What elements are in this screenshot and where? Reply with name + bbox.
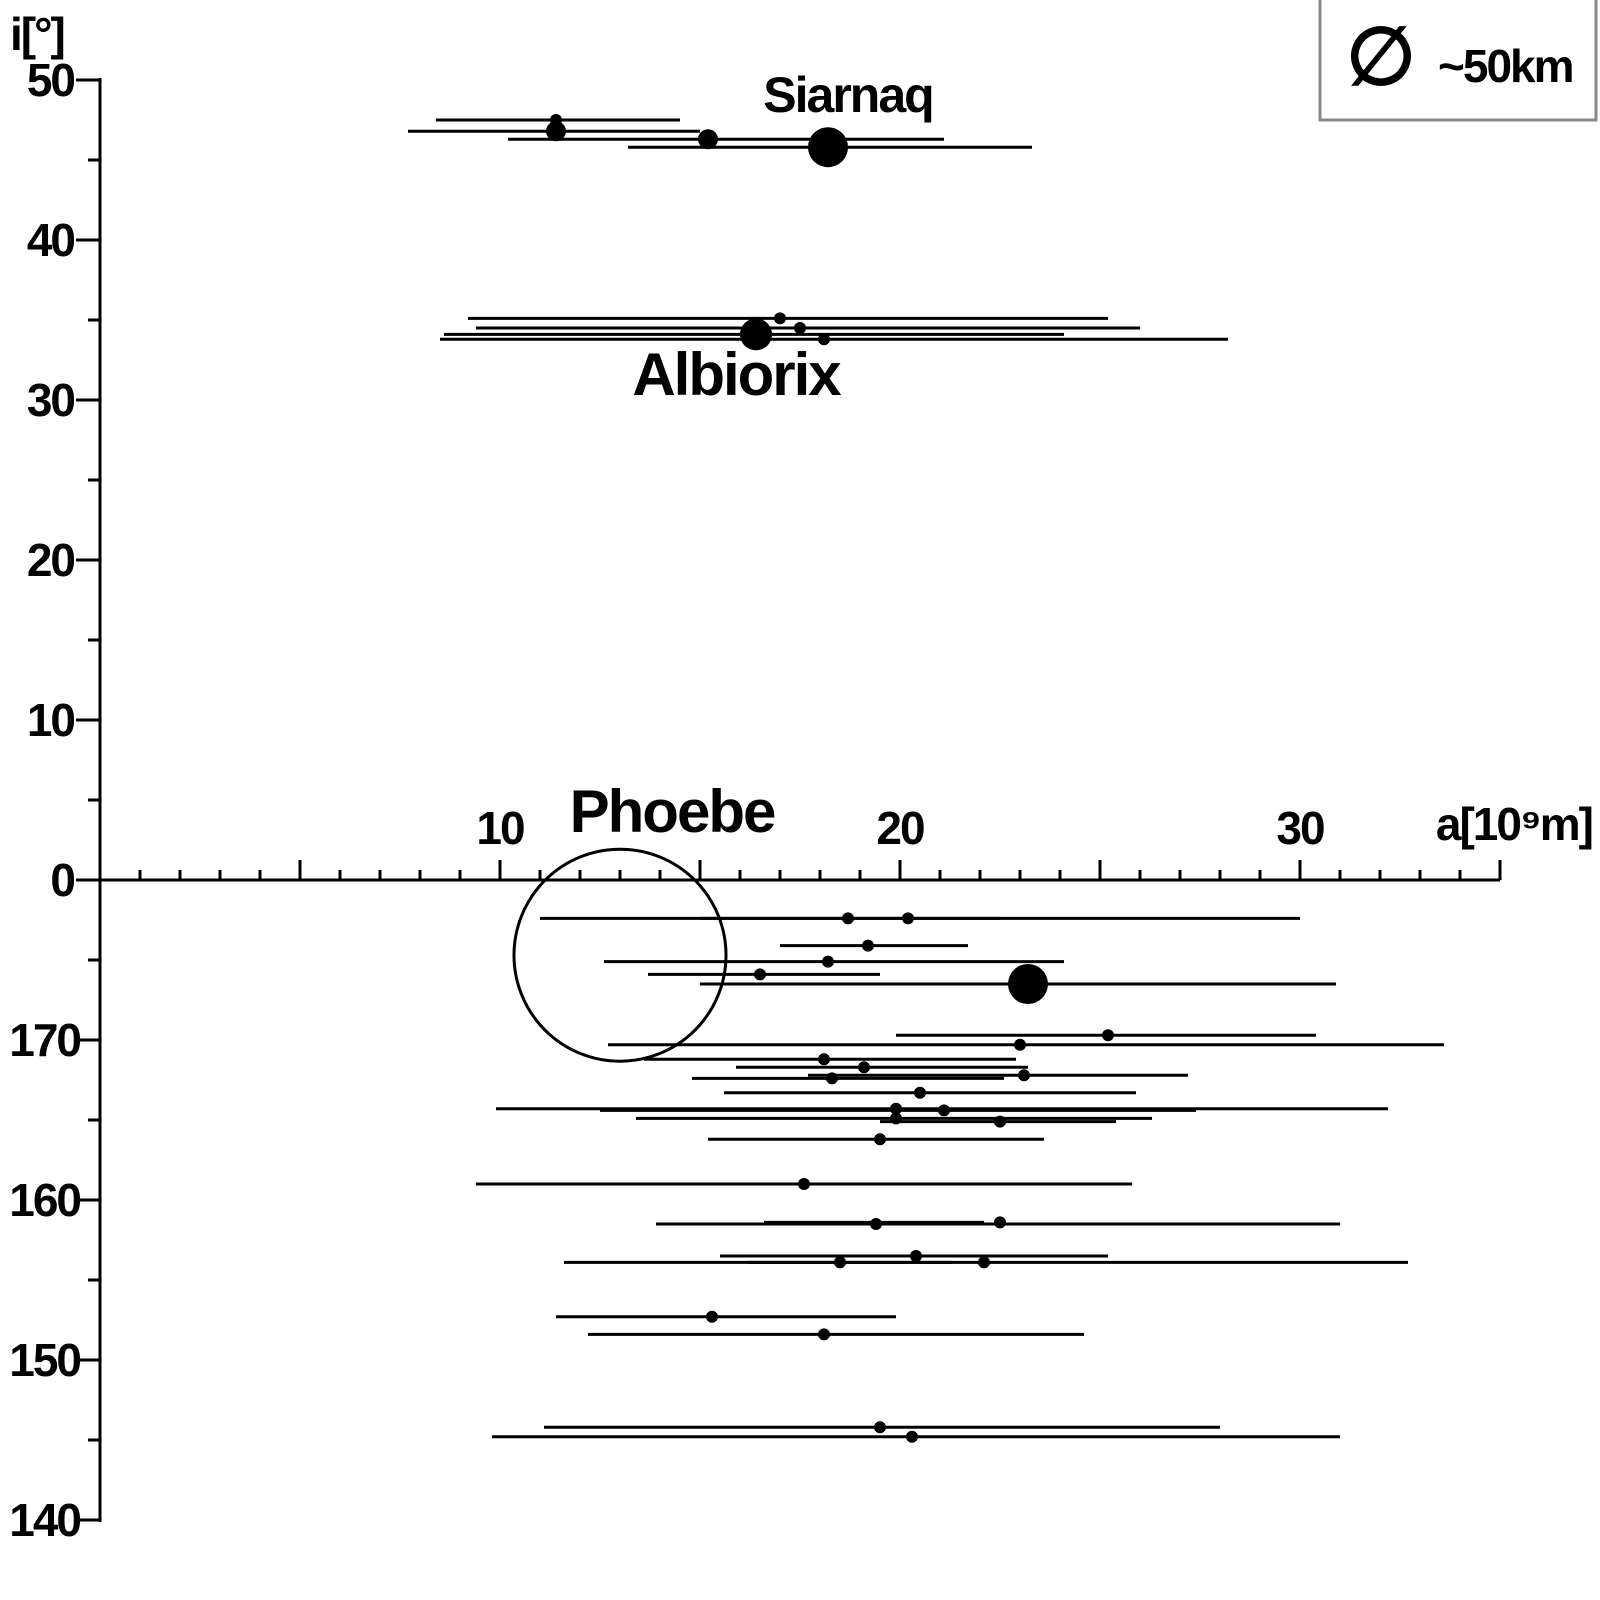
prograde-moon-point <box>794 322 806 334</box>
legend: ∅ ~50km <box>1318 0 1598 122</box>
retrograde-moon-point <box>818 1053 830 1066</box>
x-tick-label: 20 <box>876 802 924 854</box>
retrograde-moon-point <box>874 1421 886 1434</box>
retrograde-moon-point <box>890 1112 902 1125</box>
retrograde-moon-point <box>1008 964 1048 1004</box>
retrograde-moon-point <box>874 1133 886 1146</box>
annotation-albiorix: Albiorix <box>632 341 841 408</box>
retrograde-moon-point <box>842 912 854 925</box>
retrograde-moon-point <box>890 1102 902 1115</box>
retrograde-moon-point <box>938 1104 950 1117</box>
y-tick-label: 20 <box>27 534 75 586</box>
retrograde-moon-point <box>978 1256 990 1269</box>
prograde-moon-point <box>818 333 830 346</box>
retrograde-moon-point <box>1014 1038 1026 1051</box>
retrograde-moon-point <box>1018 1069 1030 1082</box>
retrograde-moon-point <box>822 955 834 968</box>
retrograde-moon-point <box>706 1310 718 1323</box>
retrograde-moon-point <box>1102 1029 1114 1042</box>
retrograde-moon-point <box>870 1218 882 1230</box>
x-tick-label: 10 <box>476 802 524 854</box>
x-axis-ticks: 10 20 30 <box>138 802 1502 880</box>
retrograde-moon-point <box>910 1250 922 1262</box>
prograde-moon-point <box>546 121 566 142</box>
y-tick-label: 170 <box>9 1014 80 1066</box>
y-tick-label: 40 <box>27 214 75 266</box>
retrograde-moon-point <box>906 1430 918 1443</box>
y-tick-label: 150 <box>9 1334 80 1386</box>
annotation-siarnaq: Siarnaq <box>763 67 932 123</box>
retrograde-moon-point <box>914 1086 926 1099</box>
moon-points <box>546 114 1114 1443</box>
orbit-ranges <box>408 118 1444 1439</box>
x-axis-label: a[10⁹m] <box>1436 798 1592 850</box>
retrograde-moon-point <box>994 1216 1006 1229</box>
retrograde-moon-point <box>834 1256 846 1269</box>
legend-label: ~50km <box>1438 40 1573 92</box>
retrograde-moon-point <box>862 939 874 952</box>
retrograde-moon-point <box>798 1178 810 1190</box>
retrograde-moon-point <box>754 968 766 981</box>
x-tick-label: 30 <box>1276 802 1324 854</box>
legend-box <box>1318 0 1598 122</box>
retrograde-moon-point <box>902 912 914 925</box>
prograde-moon-point <box>698 129 718 150</box>
legend-diameter-icon: ∅ <box>1346 12 1414 101</box>
prograde-moon-point <box>808 127 848 168</box>
phoebe-circle <box>512 847 728 1063</box>
y-tick-label: 10 <box>27 694 75 746</box>
y-tick-label: 0 <box>50 854 74 906</box>
y-tick-label: 50 <box>27 54 75 106</box>
y-axis-label: i[°] <box>10 8 64 60</box>
y-tick-label: 140 <box>9 1494 80 1546</box>
annotation-phoebe: Phoebe <box>570 778 775 845</box>
y-tick-label: 160 <box>9 1174 80 1226</box>
retrograde-moon-point <box>858 1061 870 1074</box>
prograde-moon-point <box>740 318 772 351</box>
retrograde-moon-point <box>818 1328 830 1341</box>
retrograde-moon-point <box>826 1072 838 1085</box>
y-axis-ticks: 50 40 30 20 10 0 170 160 150 140 <box>9 54 100 1546</box>
prograde-moon-point <box>774 312 786 325</box>
retrograde-moon-point <box>994 1115 1006 1128</box>
y-tick-label: 30 <box>27 374 75 426</box>
